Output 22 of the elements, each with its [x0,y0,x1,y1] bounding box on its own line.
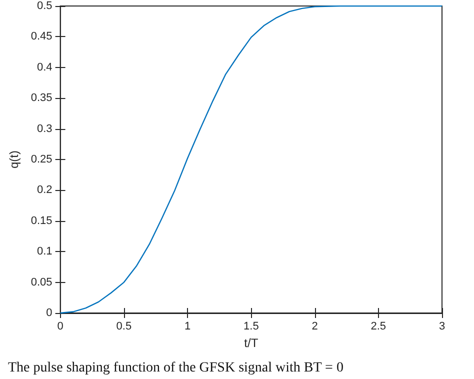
y-tick-label: 0.2 [37,184,52,196]
x-tick-label: 1.5 [244,320,259,332]
y-tick-label: 0.35 [30,92,52,104]
y-tick-label: 0.05 [30,276,52,288]
y-axis-title: q(t) [7,150,21,168]
y-tick-label: 0.5 [37,0,52,12]
y-tick-label: 0.4 [37,61,52,74]
y-tick-label: 0.45 [30,30,52,43]
y-tick-label: 0.15 [30,214,52,227]
x-tick-label: 0.5 [116,320,132,332]
y-tick-label: 0 [46,307,52,319]
y-tick-label: 0.25 [30,154,52,166]
x-tick-label: 2.5 [370,320,386,332]
x-axis-title: t/T [244,336,259,350]
y-tick-label: 0.3 [37,122,52,135]
y-tick-label: 0.1 [37,246,52,258]
text: The pulse shaping function of the GFSK signal with BT = 0 [8,360,344,376]
x-tick-label: 0 [57,320,64,332]
x-tick-label: 2 [312,320,318,332]
x-tick-label: 3 [438,320,446,332]
x-tick-label: 1 [184,320,191,332]
line-series [60,5,443,314]
